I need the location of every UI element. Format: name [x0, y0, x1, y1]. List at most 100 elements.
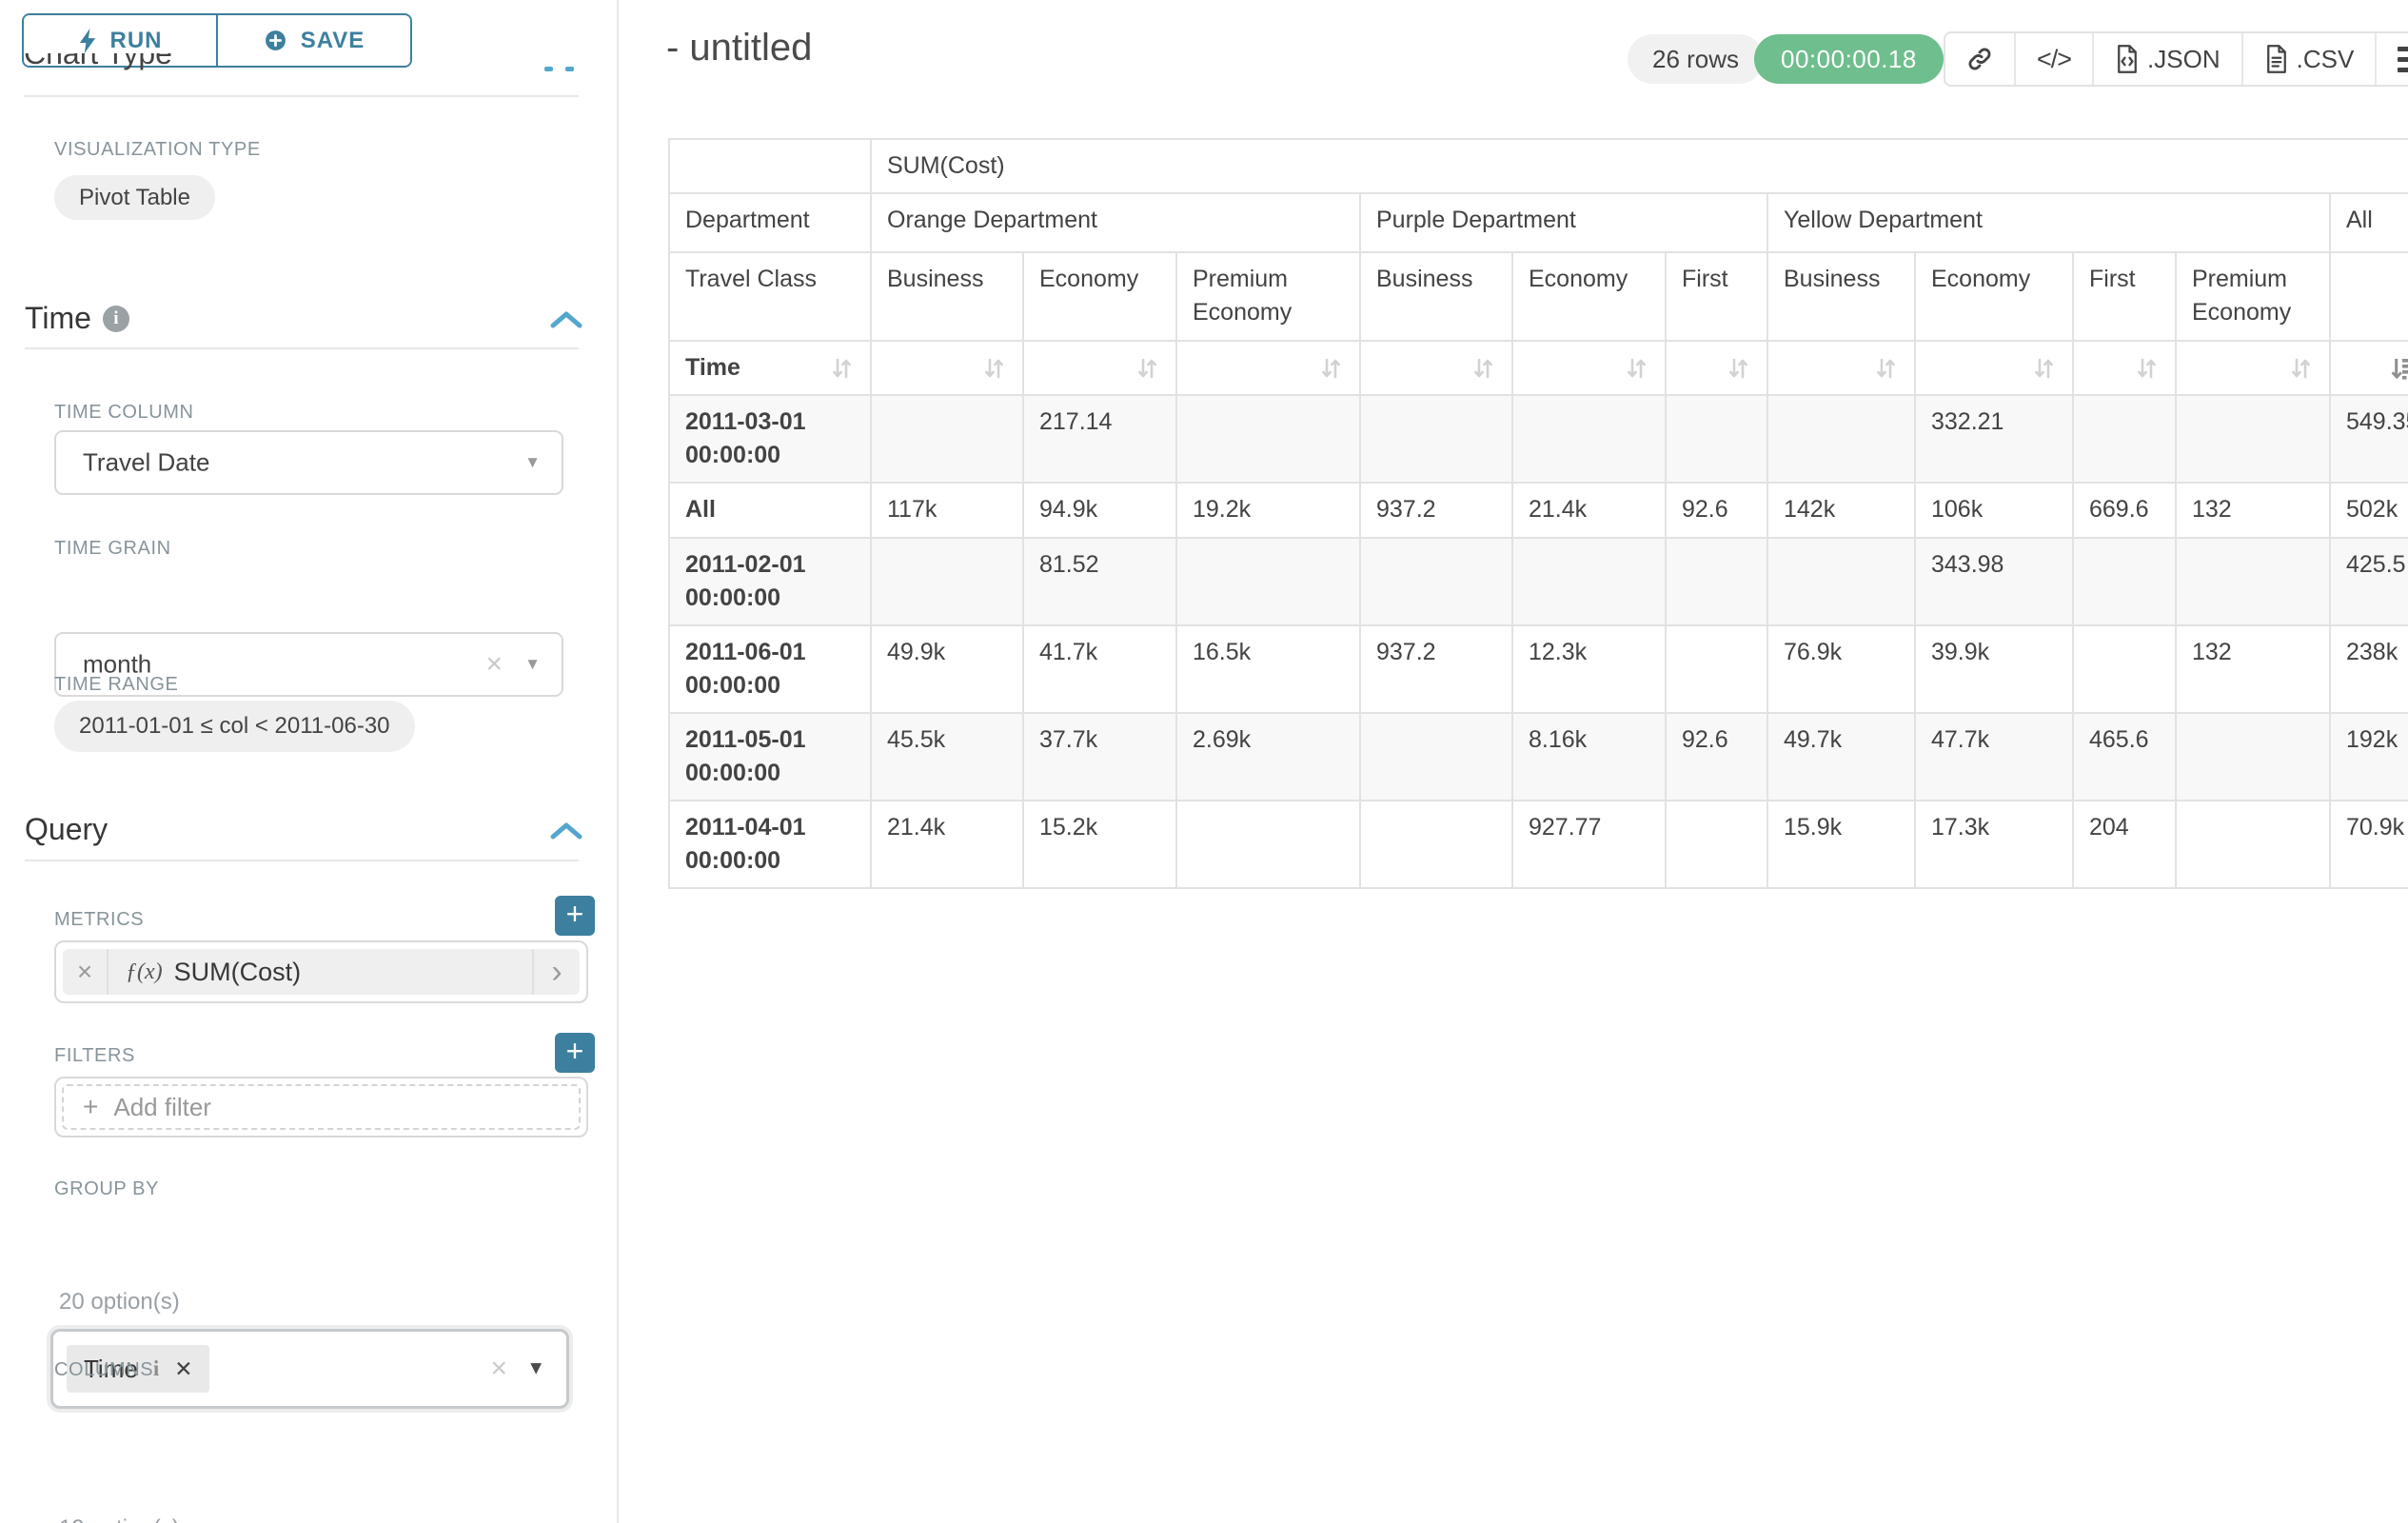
link-icon: [1968, 48, 1991, 70]
collapse-query-chevron-icon[interactable]: [550, 821, 582, 841]
column-sort-header[interactable]: [1024, 342, 1175, 394]
clear-icon[interactable]: ×: [485, 648, 503, 680]
metric-item[interactable]: × ƒ(x) SUM(Cost) ›: [63, 949, 580, 995]
group-by-tag[interactable]: Time i ✕: [67, 1345, 210, 1393]
value-cell: [872, 539, 1022, 624]
value-cell: 21.4k: [872, 801, 1022, 887]
department-axis-label: Department: [670, 194, 870, 251]
export-csv-button[interactable]: .CSV: [2240, 33, 2376, 85]
row-label-cell: 2011-02-01 00:00:00: [670, 539, 870, 624]
chart-panel: - untitled 26 rows 00:00:00.18 </> .JSON…: [621, 0, 2408, 1523]
column-sort-header[interactable]: [1513, 342, 1665, 394]
column-sort-header[interactable]: [2331, 342, 2408, 394]
more-options-button[interactable]: [2375, 33, 2408, 85]
sort-icon: [2035, 358, 2053, 378]
time-range-label: TIME RANGE: [54, 674, 179, 695]
time-column-select[interactable]: Travel Date ▼: [54, 430, 563, 495]
code-icon: </>: [2037, 44, 2072, 73]
value-cell: 19.2k: [1177, 484, 1359, 537]
time-grain-value: month: [83, 649, 152, 679]
row-count-badge: 26 rows: [1628, 34, 1765, 84]
table-row: 2011-03-01 00:00:00 217.14 332.21 549.35: [670, 396, 2408, 482]
pivot-header: SUM(Cost) Department Orange Department Purp…: [670, 140, 2408, 394]
chevron-down-icon[interactable]: ▼: [524, 453, 541, 471]
chevron-down-icon[interactable]: ▼: [524, 655, 541, 673]
value-cell: 425.5: [2331, 539, 2408, 624]
column-sort-header[interactable]: [1177, 342, 1359, 394]
travel-class-header: Business: [1361, 253, 1511, 340]
value-cell: 238k: [2331, 626, 2408, 712]
remove-tag-icon[interactable]: ✕: [174, 1355, 193, 1381]
pivot-body: 2011-03-01 00:00:00217.14332.21549.35All…: [670, 396, 2408, 887]
row-label-cell: 2011-06-01 00:00:00: [670, 626, 870, 712]
value-cell: 39.9k: [1916, 626, 2072, 712]
value-cell: 21.4k: [1513, 484, 1665, 537]
value-cell: 192k: [2331, 714, 2408, 800]
department-group-header: Purple Department: [1361, 194, 1767, 251]
value-cell: [2074, 396, 2175, 482]
chevron-down-icon[interactable]: ▼: [526, 1357, 545, 1379]
time-grain-select[interactable]: month × ▼: [54, 632, 563, 697]
value-cell: [1667, 801, 1767, 887]
column-sort-header[interactable]: [1768, 342, 1914, 394]
value-cell: 549.35: [2331, 396, 2408, 482]
column-sort-header[interactable]: [1916, 342, 2072, 394]
value-cell: [1513, 539, 1665, 624]
row-label-cell: 2011-04-01 00:00:00: [670, 801, 870, 887]
section-divider: [24, 95, 579, 97]
column-sort-header[interactable]: [2074, 342, 2175, 394]
chevron-right-icon[interactable]: ›: [532, 949, 580, 995]
metrics-container: × ƒ(x) SUM(Cost) ›: [54, 940, 588, 1003]
embed-code-button[interactable]: </>: [2014, 33, 2092, 85]
info-icon[interactable]: i: [102, 305, 129, 332]
copy-link-button[interactable]: [1945, 33, 2014, 85]
info-icon[interactable]: i: [152, 1356, 160, 1380]
clear-icon[interactable]: ×: [490, 1353, 507, 1384]
travel-class-header: First: [1667, 253, 1767, 340]
sort-descending-icon: [2391, 358, 2408, 380]
visualization-type-pill[interactable]: Pivot Table: [54, 175, 215, 220]
export-json-button[interactable]: .JSON: [2092, 33, 2241, 85]
value-cell: [872, 396, 1022, 482]
value-cell: 937.2: [1361, 626, 1511, 712]
time-grain-label: TIME GRAIN: [54, 538, 171, 559]
row-label-cell: All: [670, 484, 870, 537]
value-cell: 12.3k: [1513, 626, 1665, 712]
add-filter-plus-button[interactable]: +: [555, 1033, 595, 1073]
chart-type-heading-clipped: Chart Type: [24, 53, 172, 70]
value-cell: 332.21: [1916, 396, 2072, 482]
time-range-pill[interactable]: 2011-01-01 ≤ col < 2011-06-30: [54, 701, 415, 752]
add-filter-button[interactable]: + Add filter: [62, 1084, 581, 1130]
columns-options-hint: 19 option(s): [59, 1515, 180, 1523]
value-cell: [2074, 626, 2175, 712]
value-cell: [1361, 539, 1511, 624]
travel-class-axis-label: Travel Class: [670, 253, 870, 340]
row-label-cell: 2011-03-01 00:00:00: [670, 396, 870, 482]
sort-icon: [833, 358, 851, 378]
column-sort-header[interactable]: [2177, 342, 2329, 394]
group-by-select[interactable]: Time i ✕ × ▼: [50, 1329, 569, 1409]
control-panel: RUN SAVE Chart Type VISUALIZATION TYPE P…: [0, 0, 619, 1523]
value-cell: 37.7k: [1024, 714, 1175, 800]
group-by-label: GROUP BY: [54, 1178, 160, 1199]
value-cell: [1513, 396, 1665, 482]
filters-label: FILTERS: [54, 1045, 135, 1066]
column-sort-header[interactable]: [1361, 342, 1511, 394]
run-button[interactable]: RUN: [24, 15, 216, 66]
column-sort-header[interactable]: [1667, 342, 1767, 394]
add-metric-button[interactable]: +: [555, 896, 595, 936]
save-button[interactable]: SAVE: [216, 15, 410, 66]
remove-metric-icon[interactable]: ×: [63, 949, 109, 995]
chart-title[interactable]: - untitled: [666, 27, 813, 69]
value-cell: [1667, 396, 1767, 482]
department-group-header: Orange Department: [872, 194, 1359, 251]
value-cell: 41.7k: [1024, 626, 1175, 712]
run-button-label: RUN: [109, 27, 163, 53]
table-row: 2011-02-01 00:00:00 81.52 343.98 425.5: [670, 539, 2408, 624]
value-cell: 669.6: [2074, 484, 2175, 537]
value-cell: 81.52: [1024, 539, 1175, 624]
collapse-time-chevron-icon[interactable]: [550, 310, 582, 329]
time-sort-header[interactable]: Time: [670, 342, 870, 394]
csv-file-icon: [2266, 45, 2286, 73]
column-sort-header[interactable]: [872, 342, 1022, 394]
